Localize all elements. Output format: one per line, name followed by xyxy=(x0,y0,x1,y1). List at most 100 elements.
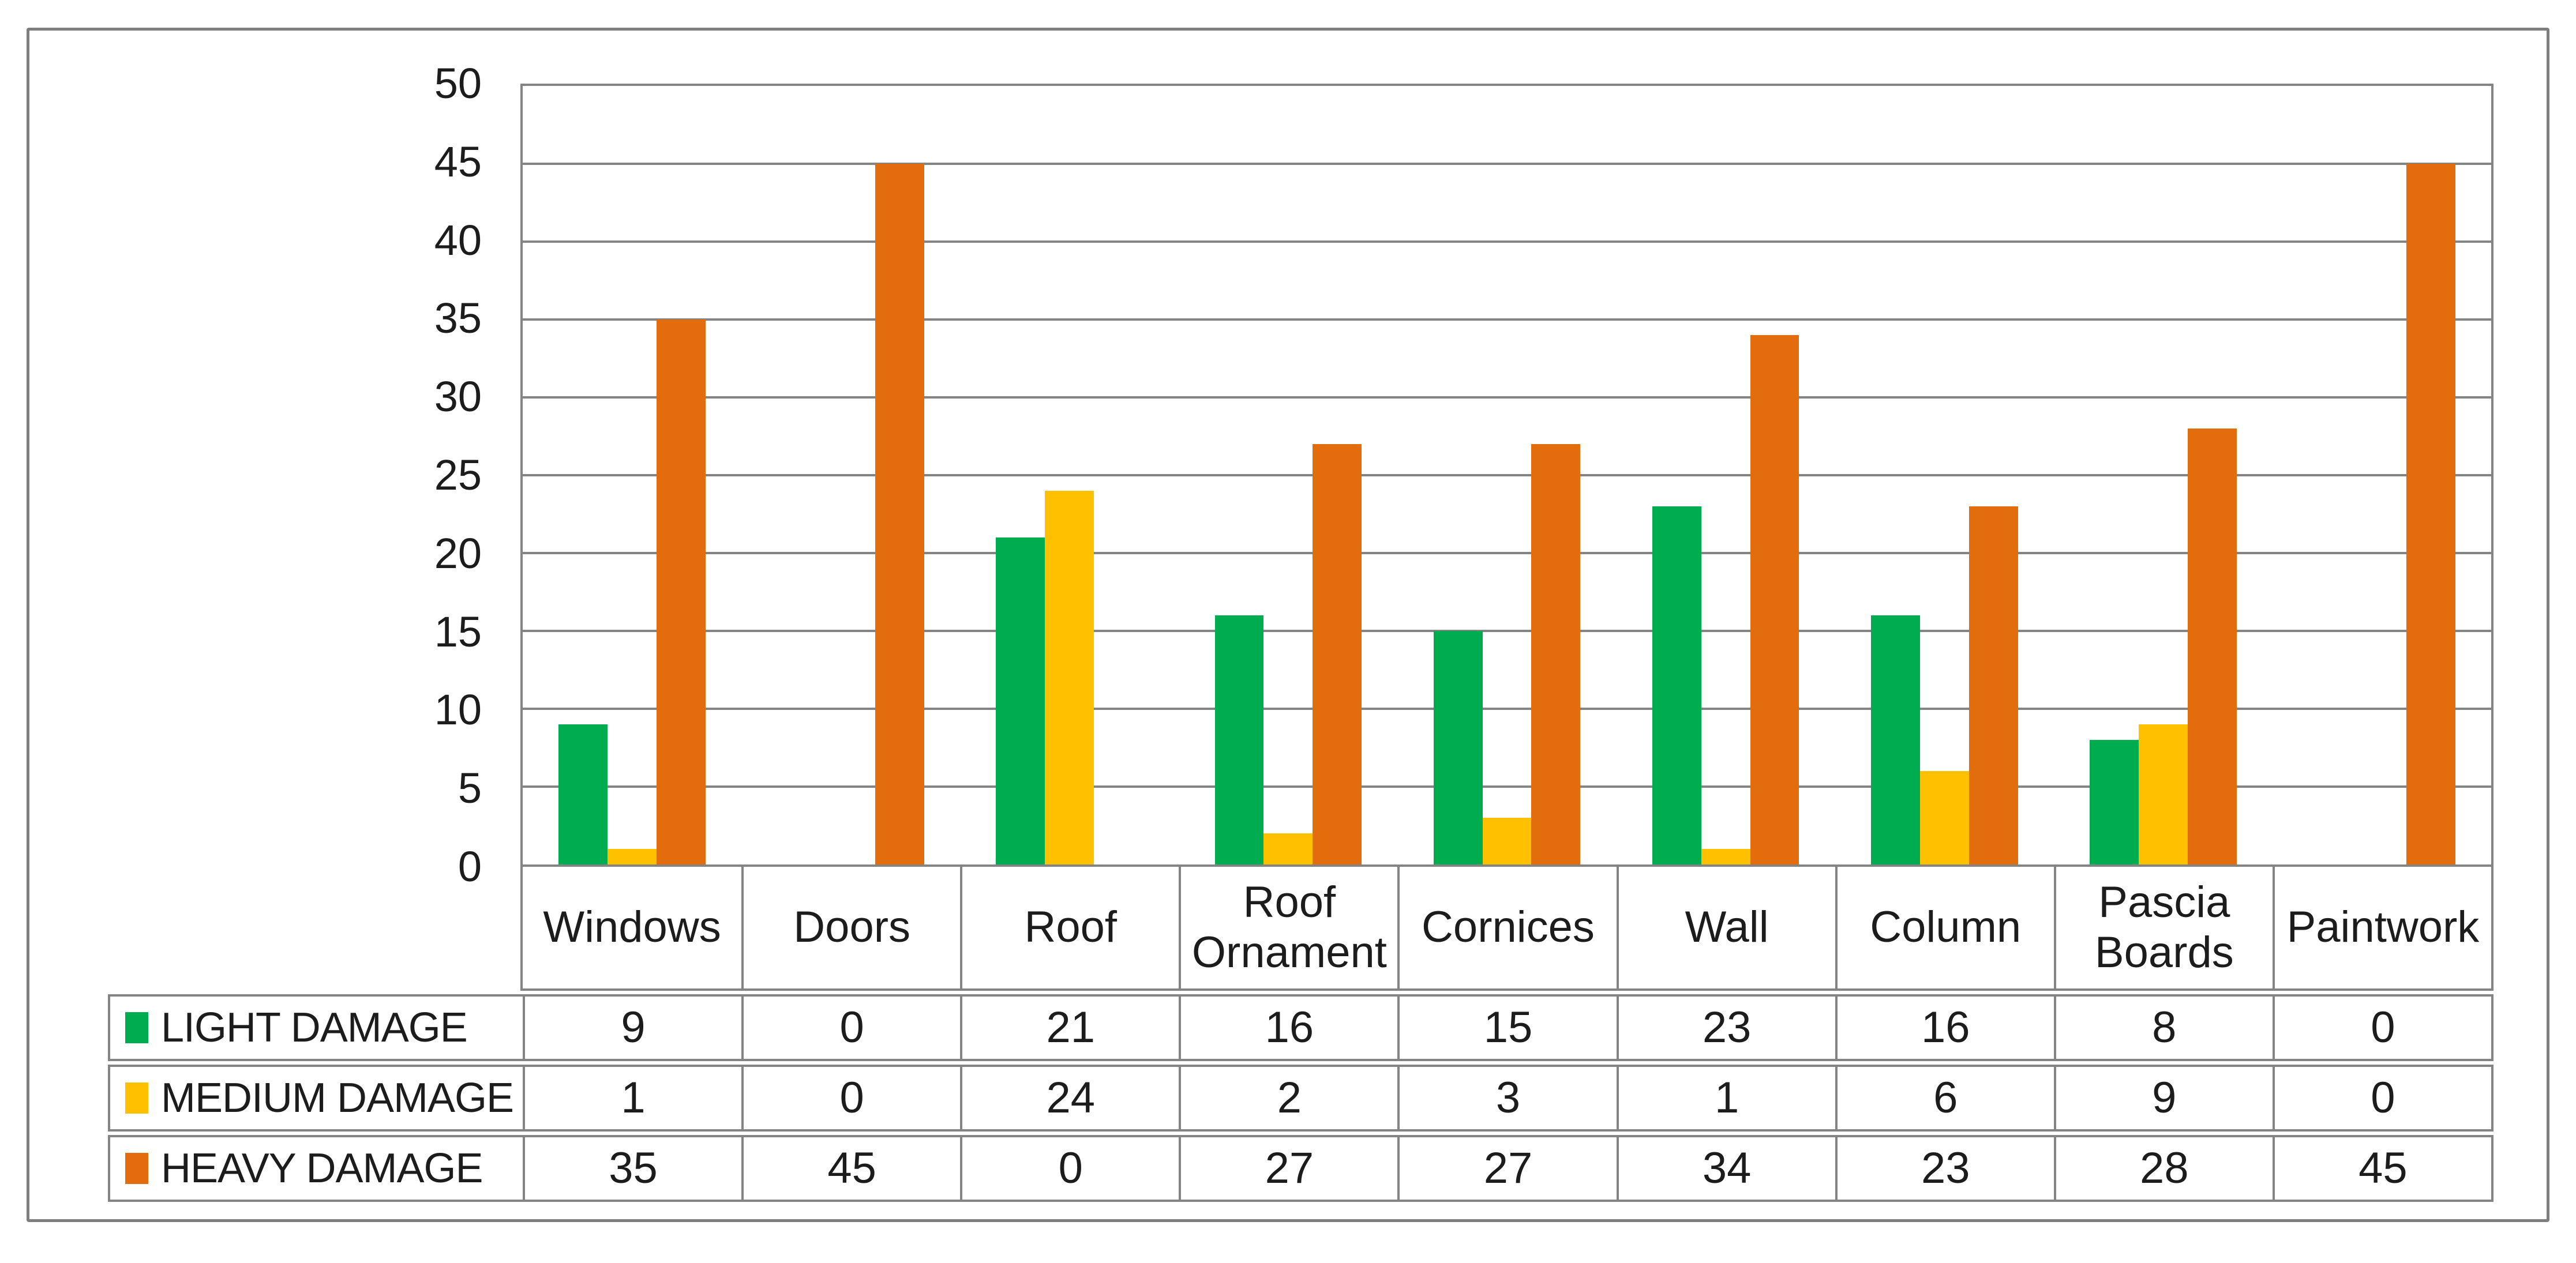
y-tick-label-15: 15 xyxy=(434,607,482,656)
bar-group-doors xyxy=(741,86,960,864)
value-cell-light-damage-wall: 23 xyxy=(1616,997,1835,1059)
value-cell-light-damage-cornices: 15 xyxy=(1397,997,1616,1059)
value-cell-heavy-damage-pascia-boards: 28 xyxy=(2053,1137,2273,1200)
series-label-cell-heavy-damage: HEAVY DAMAGE xyxy=(110,1137,523,1200)
gridline-20 xyxy=(523,552,2491,554)
bar-groups xyxy=(523,86,2491,864)
value-cell-medium-damage-pascia-boards: 9 xyxy=(2053,1067,2273,1129)
series-label-cell-medium-damage: MEDIUM DAMAGE xyxy=(110,1067,523,1129)
category-cell-paintwork: Paintwork xyxy=(2272,867,2491,988)
value-cell-light-damage-windows: 9 xyxy=(523,997,741,1059)
gridline-5 xyxy=(523,785,2491,788)
bar-medium-damage-column xyxy=(1919,771,1969,864)
category-label: Cornices xyxy=(1422,903,1595,952)
category-label: Pascia Boards xyxy=(2094,877,2234,977)
bar-heavy-damage-pascia-boards xyxy=(2187,428,2237,864)
series-row-medium-damage: MEDIUM DAMAGE 1 0 24 2 3 1 6 9 0 xyxy=(108,1065,2493,1132)
value-cell-heavy-damage-column: 23 xyxy=(1835,1137,2054,1200)
bar-group-column xyxy=(1835,86,2054,864)
category-label: Windows xyxy=(543,903,721,952)
category-cell-wall: Wall xyxy=(1616,867,1835,988)
series-name-heavy-damage: HEAVY DAMAGE xyxy=(161,1145,483,1191)
value-cell-medium-damage-roof: 24 xyxy=(960,1067,1179,1129)
bar-heavy-damage-paintwork xyxy=(2406,164,2455,864)
bar-light-damage-pascia-boards xyxy=(2089,740,2139,864)
series-row-heavy-damage: HEAVY DAMAGE 35 45 0 27 27 34 23 28 45 xyxy=(108,1135,2493,1202)
value-cell-medium-damage-column: 6 xyxy=(1835,1067,2054,1129)
y-tick-label-0: 0 xyxy=(458,843,482,890)
category-cell-column: Column xyxy=(1835,867,2054,988)
value-cell-light-damage-paintwork: 0 xyxy=(2272,997,2491,1059)
gridline-45 xyxy=(523,163,2491,165)
bar-group-roof xyxy=(960,86,1179,864)
bar-heavy-damage-column xyxy=(1968,506,2018,864)
bar-heavy-damage-cornices xyxy=(1531,444,1581,864)
value-cell-heavy-damage-doors: 45 xyxy=(741,1137,960,1200)
y-tick-label-35: 35 xyxy=(434,294,482,343)
value-cell-light-damage-column: 16 xyxy=(1835,997,2054,1059)
value-cell-medium-damage-roof-ornament: 2 xyxy=(1179,1067,1397,1129)
value-cell-heavy-damage-roof-ornament: 27 xyxy=(1179,1137,1397,1200)
gridline-10 xyxy=(523,708,2491,710)
bar-heavy-damage-doors xyxy=(875,164,925,864)
series-label-cell-light-damage: LIGHT DAMAGE xyxy=(110,997,523,1059)
bar-medium-damage-wall xyxy=(1701,849,1750,864)
gridline-40 xyxy=(523,240,2491,243)
category-cell-cornices: Cornices xyxy=(1397,867,1616,988)
value-cell-medium-damage-cornices: 3 xyxy=(1397,1067,1616,1129)
legend-key-icon-light-damage xyxy=(125,1012,148,1043)
category-label: Roof xyxy=(1024,903,1118,952)
bar-medium-damage-roof-ornament xyxy=(1263,833,1313,864)
value-cell-heavy-damage-roof: 0 xyxy=(960,1137,1179,1200)
bar-group-windows xyxy=(523,86,741,864)
category-cell-roof-ornament: Roof Ornament xyxy=(1179,867,1397,988)
bar-medium-damage-cornices xyxy=(1482,818,1532,864)
bar-medium-damage-windows xyxy=(608,849,657,864)
bar-heavy-damage-wall xyxy=(1750,335,1799,864)
gridline-25 xyxy=(523,474,2491,476)
value-cell-medium-damage-paintwork: 0 xyxy=(2272,1067,2491,1129)
category-label: Column xyxy=(1870,903,2022,952)
y-tick-label-30: 30 xyxy=(434,373,482,421)
legend-key-icon-heavy-damage xyxy=(125,1153,148,1184)
bar-light-damage-roof xyxy=(996,537,1045,864)
bar-light-damage-wall xyxy=(1652,506,1701,864)
category-cell-doors: Doors xyxy=(741,867,960,988)
category-label: Doors xyxy=(793,903,911,952)
gridlines xyxy=(523,86,2491,864)
value-cell-medium-damage-doors: 0 xyxy=(741,1067,960,1129)
y-tick-label-20: 20 xyxy=(434,529,482,577)
data-table: Windows Doors Roof Roof Ornament Cornices Wall… xyxy=(108,867,2493,1213)
value-cell-heavy-damage-paintwork: 45 xyxy=(2272,1137,2491,1200)
value-cell-medium-damage-wall: 1 xyxy=(1616,1067,1835,1129)
bar-light-damage-roof-ornament xyxy=(1214,615,1264,864)
series-name-light-damage: LIGHT DAMAGE xyxy=(161,1005,468,1051)
value-cell-light-damage-doors: 0 xyxy=(741,997,960,1059)
value-cell-heavy-damage-cornices: 27 xyxy=(1397,1137,1616,1200)
plot-area xyxy=(520,84,2493,867)
bar-group-pascia-boards xyxy=(2054,86,2273,864)
bar-medium-damage-roof xyxy=(1045,491,1094,864)
category-header-row: Windows Doors Roof Roof Ornament Cornices Wall… xyxy=(520,867,2493,991)
value-cell-heavy-damage-wall: 34 xyxy=(1616,1137,1835,1200)
category-cell-windows: Windows xyxy=(523,867,741,988)
bar-light-damage-column xyxy=(1870,615,1920,864)
gridline-15 xyxy=(523,630,2491,632)
y-tick-label-45: 45 xyxy=(434,137,482,186)
bar-heavy-damage-windows xyxy=(657,319,706,864)
y-tick-label-50: 50 xyxy=(434,59,482,107)
series-row-light-damage: LIGHT DAMAGE 9 0 21 16 15 23 16 8 0 xyxy=(108,994,2493,1061)
legend-key-icon-medium-damage xyxy=(125,1082,148,1114)
bar-group-paintwork xyxy=(2273,86,2491,864)
y-tick-label-25: 25 xyxy=(434,451,482,499)
category-label: Roof Ornament xyxy=(1191,877,1387,977)
category-cell-roof: Roof xyxy=(960,867,1179,988)
value-cell-heavy-damage-windows: 35 xyxy=(523,1137,741,1200)
category-label: Wall xyxy=(1685,903,1769,952)
y-tick-label-10: 10 xyxy=(434,686,482,734)
category-label: Paintwork xyxy=(2286,903,2480,952)
bar-group-cornices xyxy=(1397,86,1616,864)
y-tick-label-5: 5 xyxy=(458,764,482,813)
category-cell-pascia-boards: Pascia Boards xyxy=(2053,867,2273,988)
